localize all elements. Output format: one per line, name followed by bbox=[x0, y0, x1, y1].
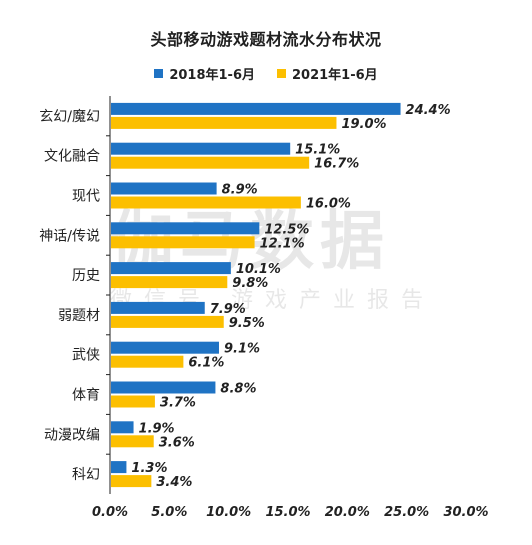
bar-2021 bbox=[111, 395, 155, 408]
data-label: 10.1% bbox=[236, 262, 281, 277]
bar-2018 bbox=[111, 461, 127, 474]
data-label: 16.7% bbox=[314, 157, 359, 172]
data-label: 8.8% bbox=[220, 382, 256, 397]
bar-2018 bbox=[111, 182, 217, 195]
bar-2018 bbox=[111, 421, 134, 434]
legend-label-2021: 2021年1-6月 bbox=[292, 68, 378, 83]
data-label: 3.6% bbox=[159, 435, 195, 450]
bar-2018 bbox=[111, 222, 260, 235]
data-label: 1.3% bbox=[131, 461, 167, 476]
bar-2021 bbox=[111, 475, 152, 488]
data-label: 12.1% bbox=[260, 236, 305, 251]
category-label: 玄幻/魔幻 bbox=[39, 108, 100, 125]
category-label: 弱题材 bbox=[58, 308, 100, 324]
x-tick-label: 15.0% bbox=[265, 505, 310, 520]
legend-swatch-2021 bbox=[277, 69, 286, 78]
category-label: 科幻 bbox=[72, 467, 100, 483]
x-tick-label: 10.0% bbox=[206, 505, 251, 520]
data-label: 7.9% bbox=[210, 302, 246, 317]
data-label: 16.0% bbox=[306, 197, 351, 212]
category-label: 文化融合 bbox=[44, 149, 100, 165]
category-label: 历史 bbox=[72, 268, 100, 284]
data-label: 15.1% bbox=[295, 143, 340, 158]
legend: 2018年1-6月 2021年1-6月 bbox=[0, 64, 532, 83]
category-label: 动漫改编 bbox=[44, 427, 100, 443]
chart-title: 头部移动游戏题材流水分布状况 bbox=[150, 30, 382, 49]
bar-2018 bbox=[111, 301, 205, 314]
data-label: 8.9% bbox=[222, 183, 258, 198]
x-tick-label: 5.0% bbox=[151, 505, 187, 520]
bar-2021 bbox=[111, 315, 224, 328]
category-label: 神话/传说 bbox=[39, 228, 100, 244]
legend-item-2021: 2021年1-6月 bbox=[277, 64, 378, 83]
legend-label-2018: 2018年1-6月 bbox=[169, 68, 255, 83]
bar-2021 bbox=[111, 116, 337, 129]
data-label: 24.4% bbox=[406, 103, 451, 118]
data-label: 3.7% bbox=[160, 396, 196, 411]
bar-2018 bbox=[111, 142, 291, 155]
category-label: 武侠 bbox=[72, 348, 100, 364]
bar-2021 bbox=[111, 156, 310, 169]
data-label: 9.8% bbox=[232, 276, 268, 291]
bar-2018 bbox=[111, 262, 231, 275]
legend-item-2018: 2018年1-6月 bbox=[154, 64, 255, 83]
legend-swatch-2018 bbox=[154, 69, 164, 78]
x-tick-label: 20.0% bbox=[325, 505, 370, 520]
data-label: 3.4% bbox=[156, 475, 192, 490]
bar-2018 bbox=[111, 341, 219, 354]
bar-2021 bbox=[111, 196, 301, 209]
bar-2021 bbox=[111, 435, 154, 448]
x-tick-label: 30.0% bbox=[443, 505, 488, 520]
data-label: 9.1% bbox=[224, 342, 260, 357]
x-tick-label: 25.0% bbox=[384, 505, 429, 520]
bar-2021 bbox=[111, 276, 228, 289]
x-tick-label: 0.0% bbox=[92, 505, 128, 520]
data-label: 19.0% bbox=[341, 117, 386, 132]
data-label: 9.5% bbox=[229, 316, 265, 331]
data-label: 1.9% bbox=[139, 421, 175, 436]
data-label: 12.5% bbox=[264, 222, 309, 237]
category-label: 体育 bbox=[72, 388, 100, 404]
category-label: 现代 bbox=[72, 189, 100, 205]
bar-2021 bbox=[111, 355, 184, 368]
data-label: 6.1% bbox=[188, 356, 224, 371]
bar-2021 bbox=[111, 236, 255, 249]
bar-2018 bbox=[111, 381, 216, 394]
bar-2018 bbox=[111, 102, 401, 115]
